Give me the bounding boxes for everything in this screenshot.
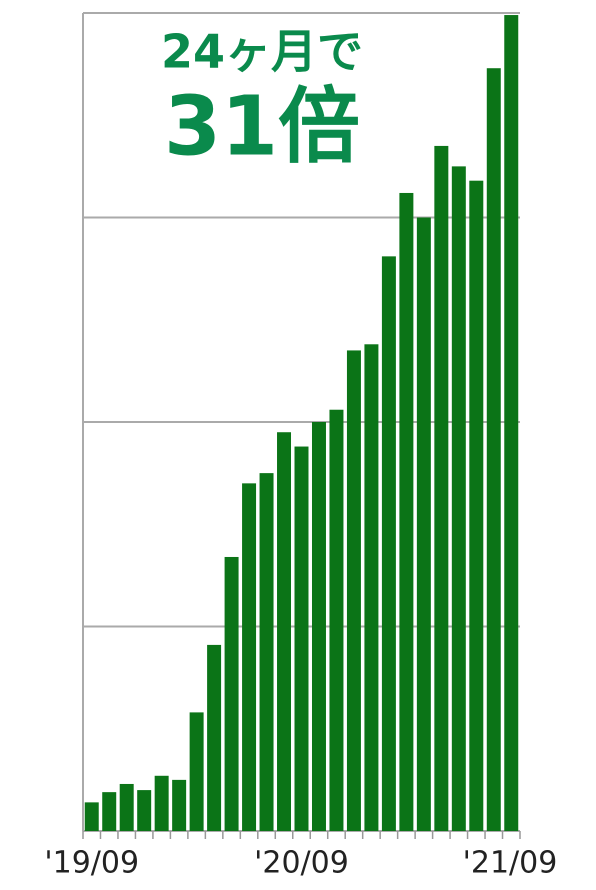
- bar: [242, 483, 257, 831]
- bar: [102, 792, 117, 831]
- x-tick-label: '19/09: [44, 846, 139, 881]
- bar: [346, 350, 361, 831]
- bar: [329, 409, 344, 831]
- bar: [154, 775, 169, 831]
- bar: [364, 344, 379, 831]
- bar: [224, 556, 239, 831]
- bar: [486, 68, 501, 832]
- bar: [119, 783, 134, 831]
- bar: [311, 422, 326, 831]
- x-tick-label: '20/09: [254, 846, 349, 881]
- bar: [434, 145, 449, 832]
- bar: [277, 432, 292, 831]
- bar: [294, 446, 309, 831]
- x-tick-label: '21/09: [463, 846, 558, 881]
- bar: [416, 217, 431, 831]
- annotation: 24ヶ月で: [161, 25, 363, 79]
- annotation: 31倍: [164, 79, 360, 174]
- bar: [207, 644, 222, 831]
- bar: [399, 192, 414, 831]
- bar: [189, 712, 204, 831]
- bar: [259, 473, 274, 831]
- bar: [451, 166, 466, 831]
- bar: [504, 15, 519, 832]
- bar: [172, 779, 187, 831]
- bar: [137, 790, 152, 831]
- bar: [84, 802, 99, 831]
- bar: [381, 256, 396, 832]
- bar: [469, 180, 484, 831]
